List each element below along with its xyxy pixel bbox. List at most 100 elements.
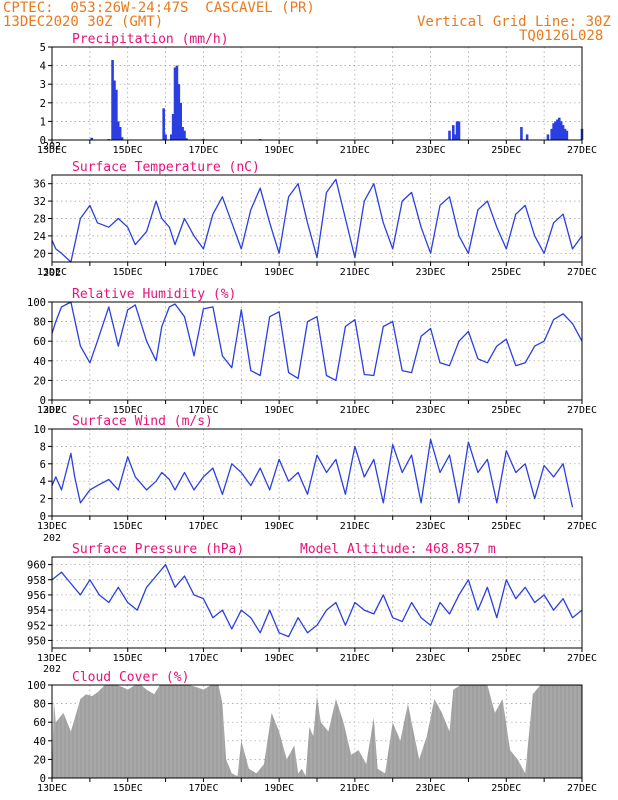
panel-cloud: 0 20 40 60 80 100 13DEC 15DEC 17DEC 19DEC 21DEC 23D…: [27, 670, 597, 794]
year-fragment: 202: [43, 533, 61, 544]
panel-title: Surface Wind (m/s): [72, 414, 213, 429]
x-tick-label: 27DEC: [567, 521, 597, 532]
precip-bar: [90, 137, 94, 140]
year-fragment: 202: [43, 664, 61, 675]
x-tick-label: 23DEC: [416, 405, 446, 416]
y-tick-label: 954: [27, 605, 46, 617]
precip-bar: [169, 134, 173, 140]
precip-bar: [115, 89, 118, 140]
y-tick-label: 950: [27, 635, 46, 647]
y-tick-label: 10: [33, 424, 46, 436]
x-tick-label: 23DEC: [416, 267, 446, 278]
x-tick-label: 19DEC: [264, 521, 294, 532]
year-fragment: 202: [43, 405, 61, 416]
model-id: TQ0126L028: [519, 28, 604, 44]
x-tick-label: 25DEC: [491, 521, 521, 532]
precip-bar: [457, 121, 461, 140]
y-tick-label: 40: [33, 356, 46, 368]
precip-bar: [455, 121, 459, 140]
x-tick-label: 25DEC: [491, 267, 521, 278]
panel-title: Precipitation (mm/h): [72, 32, 229, 47]
panel-temp: 20 24 28 32 36 13DEC 15DEC 17DEC 19DEC 21DEC 23DEC…: [33, 160, 597, 279]
x-tick-label: 21DEC: [340, 405, 370, 416]
rh-line: [51, 301, 583, 382]
x-tick-label: 13DEC: [37, 783, 67, 794]
precip-bar: [554, 121, 557, 140]
panel-title: Relative Humidity (%): [72, 287, 236, 302]
y-tick-label: 60: [33, 336, 46, 348]
y-tick-label: 32: [33, 196, 46, 208]
precip-bar: [173, 67, 177, 140]
y-tick-label: 960: [27, 560, 46, 572]
precip-bar: [563, 128, 567, 140]
x-tick-label: 27DEC: [567, 653, 597, 664]
y-tick-label: 40: [33, 736, 46, 748]
x-tick-label: 13DEC: [37, 521, 67, 532]
precip-bar: [164, 134, 167, 140]
precip-bar: [171, 113, 175, 140]
x-tick-label: 13DEC: [37, 145, 67, 156]
x-tick-label: 17DEC: [188, 521, 218, 532]
x-tick-label: 17DEC: [188, 267, 218, 278]
x-tick-label: 15DEC: [113, 145, 143, 156]
x-tick-label: 19DEC: [264, 405, 294, 416]
panel-title: Surface Temperature (nC): [72, 160, 260, 175]
precip-bar: [565, 130, 569, 140]
precip-bar: [552, 123, 555, 140]
x-tick-label: 27DEC: [567, 783, 597, 794]
precip-bar: [550, 128, 554, 140]
precip-bar: [116, 121, 120, 140]
x-tick-label: 15DEC: [113, 267, 143, 278]
station-header: CPTEC: 053:26W-24:47S CASCAVEL (PR): [3, 0, 315, 16]
y-tick-label: 6: [40, 459, 46, 471]
precip-bar: [525, 134, 529, 140]
precip-bar: [111, 60, 114, 140]
x-tick-label: 25DEC: [491, 405, 521, 416]
y-tick-label: 958: [27, 575, 46, 587]
precip-bar: [120, 137, 124, 140]
precip-bar: [557, 117, 561, 140]
precip-bar: [181, 126, 184, 140]
x-tick-label: 27DEC: [567, 145, 597, 156]
y-tick-label: 36: [33, 179, 46, 191]
x-tick-label: 13DEC: [37, 653, 67, 664]
y-tick-label: 5: [40, 42, 46, 54]
temp-line: [51, 178, 583, 263]
y-tick-label: 60: [33, 717, 46, 729]
y-tick-label: 3: [40, 79, 46, 91]
x-tick-label: 15DEC: [113, 653, 143, 664]
x-tick-label: 19DEC: [264, 783, 294, 794]
y-tick-label: 0: [40, 395, 46, 407]
x-tick-label: 23DEC: [416, 783, 446, 794]
panel-title: Surface Pressure (hPa): [72, 542, 244, 557]
y-tick-label: 80: [33, 699, 46, 711]
x-tick-label: 27DEC: [567, 405, 597, 416]
x-tick-label: 23DEC: [416, 521, 446, 532]
y-tick-label: 20: [33, 248, 46, 260]
y-tick-label: 4: [40, 61, 46, 73]
precip-bar: [177, 84, 181, 140]
y-tick-label: 20: [33, 754, 46, 766]
x-tick-label: 13DEC: [37, 267, 67, 278]
y-tick-label: 80: [33, 317, 46, 329]
panel-precip: 0 1 2 3 4 5 13DEC 15DEC 17DEC 19DEC 21DEC 23DEC 25DE…: [37, 32, 597, 156]
year-fragment: 202: [43, 141, 61, 152]
x-tick-label: 25DEC: [491, 783, 521, 794]
y-tick-label: 2: [40, 98, 46, 110]
precip-bar: [183, 130, 186, 140]
x-tick-label: 21DEC: [340, 521, 370, 532]
precip-bar: [118, 126, 122, 140]
x-tick-label: 21DEC: [340, 267, 370, 278]
precip-bar: [175, 65, 179, 140]
x-tick-label: 23DEC: [416, 145, 446, 156]
precip-bar: [179, 102, 183, 140]
y-tick-label: 8: [40, 441, 46, 453]
panel-rh: 0 20 40 60 80 100 13DEC 15DEC 17DEC 19DEC 21DEC 23D…: [27, 287, 597, 416]
y-tick-label: 100: [27, 680, 46, 692]
x-tick-label: 19DEC: [264, 267, 294, 278]
year-fragment: 202: [43, 268, 61, 279]
panel-title: Cloud Cover (%): [72, 670, 189, 685]
precip-bar: [113, 80, 116, 140]
precip-bar: [556, 119, 559, 140]
